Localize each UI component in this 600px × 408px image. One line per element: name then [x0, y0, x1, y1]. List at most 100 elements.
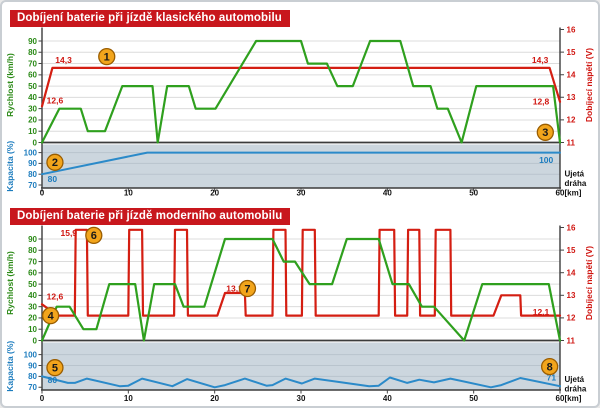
- speed-tick-label: 50: [28, 280, 37, 289]
- callout-marker-number: 4: [48, 310, 55, 322]
- capacity-panel-bg: [42, 144, 560, 188]
- voltage-tick-label: 15: [567, 48, 576, 57]
- value-label: 13,1: [226, 284, 243, 294]
- speed-tick-label: 80: [28, 246, 37, 255]
- chart-title-modern-car: Dobíjení baterie při jízdě moderního aut…: [10, 208, 291, 225]
- voltage-line: [40, 228, 562, 317]
- voltage-tick-label: 12: [567, 116, 576, 125]
- value-label: 12,8: [533, 96, 550, 106]
- capacity-panel-bg: [42, 342, 560, 390]
- x-tick-label: 40: [383, 394, 392, 403]
- capacity-tick-label: 70: [28, 181, 37, 190]
- speed-tick-label: 80: [28, 48, 37, 57]
- x-tick-label: 50: [469, 394, 478, 403]
- x-axis-unit-label: dráha: [565, 385, 587, 394]
- callout-marker-number: 7: [244, 283, 250, 295]
- value-label: 14,3: [532, 55, 549, 65]
- value-label: 15,9: [60, 228, 77, 238]
- capacity-tick-label: 80: [28, 372, 37, 381]
- capacity-line: [41, 151, 561, 176]
- value-label: 80: [48, 174, 58, 184]
- speed-tick-label: 0: [33, 336, 38, 345]
- voltage-tick-label: 13: [567, 291, 576, 300]
- speed-line: [40, 39, 562, 144]
- value-label: 14,3: [55, 55, 72, 65]
- value-label: 71: [547, 372, 557, 382]
- voltage-tick-label: 15: [567, 246, 576, 255]
- x-tick-label: 0: [40, 189, 45, 198]
- value-label: 12,6: [47, 96, 64, 106]
- x-axis-unit-label: Ujetá: [565, 170, 585, 179]
- callout-marker-circle: [238, 279, 257, 298]
- x-axis-unit-label: [km]: [565, 394, 582, 403]
- x-axis-unit-label: dráha: [565, 179, 587, 188]
- x-tick-label: 10: [124, 189, 133, 198]
- chart-title-classic-car: Dobíjení baterie při jízdě klasického au…: [10, 10, 290, 27]
- callout-marker-circle: [98, 47, 116, 66]
- speed-axis-title: Rychlost (km/h): [5, 251, 15, 315]
- speed-tick-label: 20: [28, 314, 37, 323]
- speed-tick-label: 90: [28, 37, 37, 46]
- capacity-axis-title: Kapacita (%): [5, 141, 15, 192]
- capacity-tick-label: 70: [28, 383, 37, 392]
- capacity-tick-label: 80: [28, 170, 37, 179]
- callout-marker-number: 8: [547, 361, 553, 373]
- voltage-tick-label: 16: [567, 223, 576, 232]
- speed-tick-label: 70: [28, 59, 37, 68]
- callout-marker-circle: [85, 226, 103, 245]
- callout-marker-number: 6: [91, 230, 97, 242]
- callout-marker-circle: [46, 359, 64, 377]
- speed-tick-label: 90: [28, 235, 37, 244]
- speed-tick-label: 70: [28, 257, 37, 266]
- x-tick-label: 30: [297, 394, 306, 403]
- voltage-tick-label: 11: [567, 138, 576, 147]
- value-label: 12,6: [47, 291, 64, 301]
- capacity-tick-label: 90: [28, 361, 37, 370]
- speed-tick-label: 50: [28, 82, 37, 91]
- callout-marker-circle: [540, 357, 559, 376]
- x-tick-label: 60: [556, 189, 565, 198]
- speed-tick-label: 40: [28, 93, 37, 102]
- speed-tick-label: 60: [28, 269, 37, 278]
- callout-marker-number: 5: [52, 362, 58, 374]
- speed-tick-label: 30: [28, 104, 37, 113]
- x-tick-label: 40: [383, 189, 392, 198]
- capacity-tick-label: 90: [28, 159, 37, 168]
- x-tick-label: 20: [210, 394, 219, 403]
- x-tick-label: 20: [210, 189, 219, 198]
- x-axis-unit-label: [km]: [565, 189, 582, 198]
- value-label: 100: [539, 155, 553, 165]
- callout-marker-number: 2: [52, 157, 58, 169]
- speed-tick-label: 40: [28, 291, 37, 300]
- x-axis-unit-label: Ujetá: [565, 375, 585, 384]
- voltage-axis-title: Dobíjecí napětí (V): [584, 48, 594, 122]
- x-tick-label: 60: [556, 394, 565, 403]
- callout-marker-circle: [41, 306, 60, 325]
- x-tick-label: 0: [40, 394, 45, 403]
- speed-tick-label: 30: [28, 302, 37, 311]
- voltage-tick-label: 13: [567, 93, 576, 102]
- callout-marker-circle: [46, 153, 64, 171]
- speed-tick-label: 10: [28, 127, 37, 136]
- speed-tick-label: 10: [28, 325, 37, 334]
- capacity-tick-label: 100: [24, 350, 38, 359]
- voltage-tick-label: 12: [567, 314, 576, 323]
- value-label: 12,1: [533, 307, 550, 317]
- callout-marker-number: 3: [542, 127, 548, 139]
- speed-line: [40, 237, 562, 342]
- speed-tick-label: 20: [28, 116, 37, 125]
- speed-axis-title: Rychlost (km/h): [5, 53, 15, 117]
- voltage-tick-label: 14: [567, 71, 576, 80]
- speed-tick-label: 0: [33, 138, 38, 147]
- x-tick-label: 50: [469, 189, 478, 198]
- voltage-tick-label: 14: [567, 269, 576, 278]
- callout-marker-circle: [536, 123, 554, 141]
- voltage-tick-label: 16: [567, 25, 576, 34]
- callout-marker-number: 1: [104, 51, 110, 63]
- capacity-line: [41, 375, 561, 389]
- speed-tick-label: 60: [28, 71, 37, 80]
- voltage-axis-title: Dobíjecí napětí (V): [584, 246, 594, 320]
- voltage-tick-label: 11: [567, 336, 576, 345]
